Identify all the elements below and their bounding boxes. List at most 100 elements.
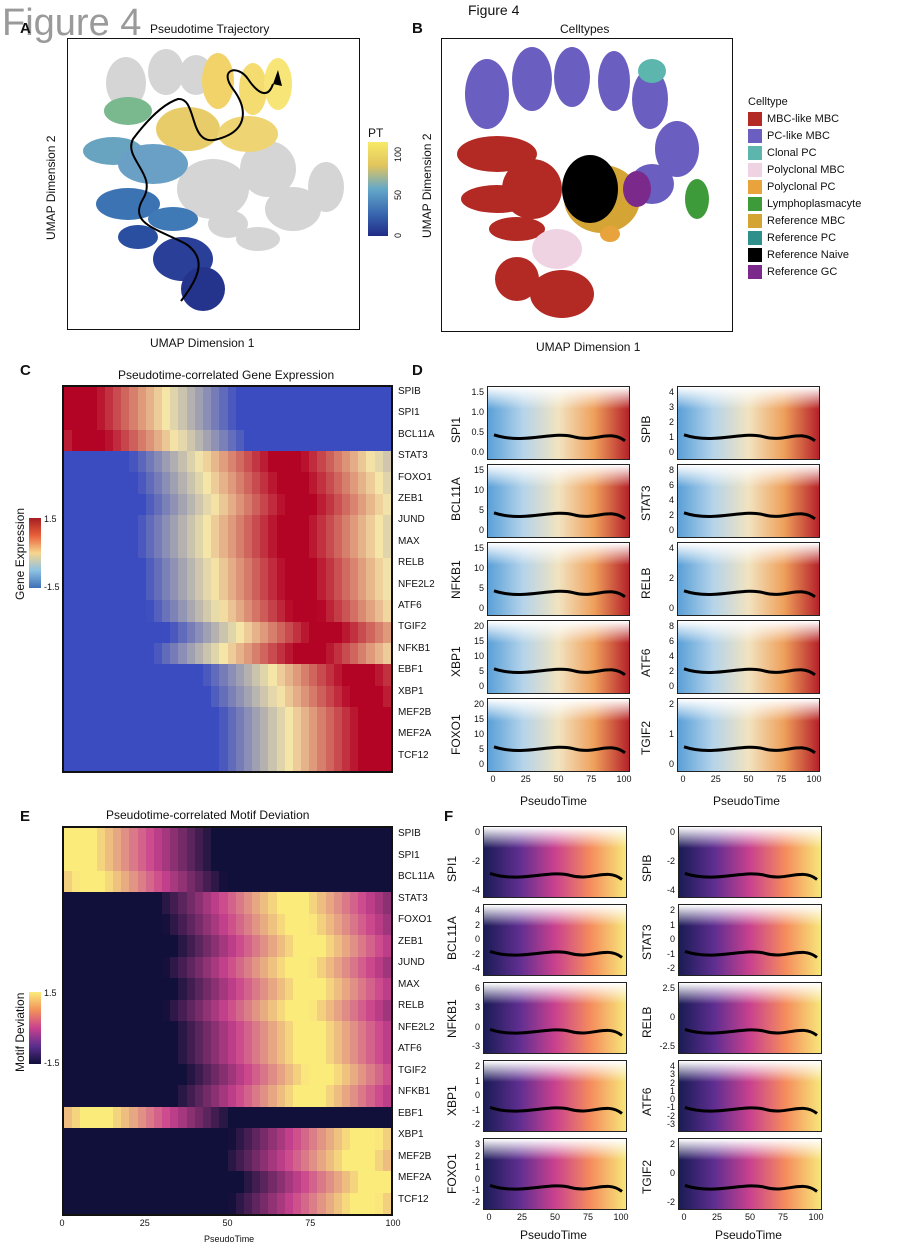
y-tick-label: 0 — [668, 603, 674, 613]
x-tick-label: 0 — [680, 774, 686, 784]
panel-c-heatmap — [62, 385, 393, 773]
y-tick-label: 1 — [669, 919, 675, 930]
panel-f-xlabel-right: PseudoTime — [715, 1228, 782, 1242]
panel-a-plot — [67, 38, 360, 330]
legend-swatch — [748, 146, 762, 160]
x-tick-label: 75 — [305, 1218, 316, 1228]
y-tick-label: 0 — [669, 1012, 675, 1022]
x-tick-label: 50 — [743, 774, 754, 784]
x-tick-label: 75 — [586, 774, 597, 784]
trend-line — [489, 1105, 623, 1115]
y-tick-label: 0 — [478, 681, 484, 691]
y-tick-label: -1 — [471, 1104, 480, 1115]
legend-label: Reference GC — [767, 265, 838, 278]
y-tick-label: 2.5 — [662, 983, 675, 993]
y-tick-label: 0 — [474, 827, 480, 837]
x-tick-label: 25 — [520, 774, 531, 784]
y-tick-label: 10 — [473, 563, 484, 573]
trend-line — [683, 589, 816, 599]
y-tick-label: 6 — [474, 983, 480, 993]
y-tick-label: 1 — [668, 729, 674, 739]
trend-gene-label: STAT3 — [639, 485, 653, 521]
y-tick-label: 2 — [669, 905, 675, 915]
y-tick-label: 0.0 — [471, 447, 484, 457]
y-tick-label: 0 — [669, 1094, 675, 1105]
legend-swatch — [748, 214, 762, 228]
panel-a-xlabel: UMAP Dimension 1 — [150, 336, 255, 350]
gene-label: JUND — [398, 514, 425, 526]
legend-item: Clonal PC — [748, 146, 861, 163]
panel-a-cbar-tick: 50 — [393, 189, 403, 200]
y-tick-label: 6 — [668, 480, 674, 490]
trend-line — [683, 745, 816, 755]
trend-panel — [677, 620, 820, 694]
legend-title: Celltype — [748, 96, 788, 108]
y-tick-label: 4 — [668, 495, 674, 505]
panel-b-title: Celltypes — [560, 22, 610, 36]
legend-swatch — [748, 248, 762, 262]
y-tick-label: -2 — [666, 963, 675, 973]
legend-label: Reference PC — [767, 231, 837, 244]
x-tick-label: 100 — [385, 1218, 401, 1228]
legend-swatch — [748, 231, 762, 245]
y-tick-label: 0 — [478, 603, 484, 613]
y-tick-label: 0 — [669, 1168, 675, 1178]
panel-c-letter: C — [20, 362, 31, 379]
y-tick-label: 1 — [474, 1162, 480, 1173]
y-tick-label: 0 — [668, 759, 674, 769]
x-tick-label: 0 — [490, 774, 496, 784]
y-tick-label: -4 — [471, 963, 480, 973]
y-tick-label: 4 — [668, 543, 674, 553]
y-tick-label: 0 — [474, 934, 480, 944]
legend-swatch — [748, 197, 762, 211]
trend-panel — [677, 386, 820, 460]
y-tick-label: 2 — [668, 510, 674, 520]
trend-panel — [483, 1138, 627, 1210]
gene-label: TGIF2 — [398, 1064, 427, 1076]
legend-item: Reference PC — [748, 231, 861, 248]
gene-label: ATF6 — [398, 600, 422, 611]
y-tick-label: -2 — [471, 1119, 480, 1129]
figure-title: Figure 4 — [468, 2, 520, 18]
trend-panel — [677, 698, 820, 772]
trend-panel — [483, 1060, 627, 1132]
panel-b-letter: B — [412, 20, 423, 37]
trend-line — [489, 1183, 623, 1193]
x-tick-label: 75 — [582, 1212, 594, 1222]
panel-e-xlabel: PseudoTime — [204, 1234, 255, 1244]
x-tick-label: 75 — [777, 1212, 789, 1222]
gene-label: NFKB1 — [398, 1086, 431, 1097]
panel-d-letter: D — [412, 362, 423, 379]
legend-swatch — [748, 129, 762, 143]
y-tick-label: 3 — [668, 402, 674, 412]
x-tick-label: 50 — [744, 1212, 756, 1222]
panel-c-cbar-tick: 1.5 — [44, 514, 57, 524]
panel-e-heatmap — [62, 826, 393, 1216]
gene-label: MEF2A — [398, 1172, 432, 1183]
panel-b-plot — [441, 38, 733, 332]
trend-line — [683, 433, 816, 443]
y-tick-label: -1 — [471, 1185, 480, 1196]
y-tick-label: 0 — [668, 447, 674, 457]
y-tick-label: 20 — [473, 699, 484, 709]
y-tick-label: -2.5 — [659, 1041, 675, 1051]
gene-label: FOXO1 — [398, 914, 432, 925]
gene-label: MEF2B — [398, 1150, 432, 1162]
y-tick-label: 1.5 — [471, 387, 484, 397]
trend-panel — [487, 620, 630, 694]
trend-gene-label: RELB — [640, 1006, 654, 1038]
y-tick-label: -1 — [666, 948, 675, 959]
trend-gene-label: XBP1 — [445, 1085, 459, 1116]
legend-swatch — [748, 265, 762, 279]
y-tick-label: 1 — [668, 432, 674, 442]
y-tick-label: 8 — [668, 465, 674, 475]
y-tick-label: 3 — [669, 1069, 675, 1080]
legend-item: MBC-like MBC — [748, 112, 861, 129]
panel-b-umap — [457, 47, 709, 318]
gene-label: TGIF2 — [398, 621, 427, 633]
gene-label: NFE2L2 — [398, 578, 435, 590]
gene-label: SPI1 — [398, 849, 420, 861]
trend-panel — [678, 826, 822, 898]
legend-item: Reference GC — [748, 265, 861, 282]
panel-e-colorbar — [29, 992, 41, 1064]
